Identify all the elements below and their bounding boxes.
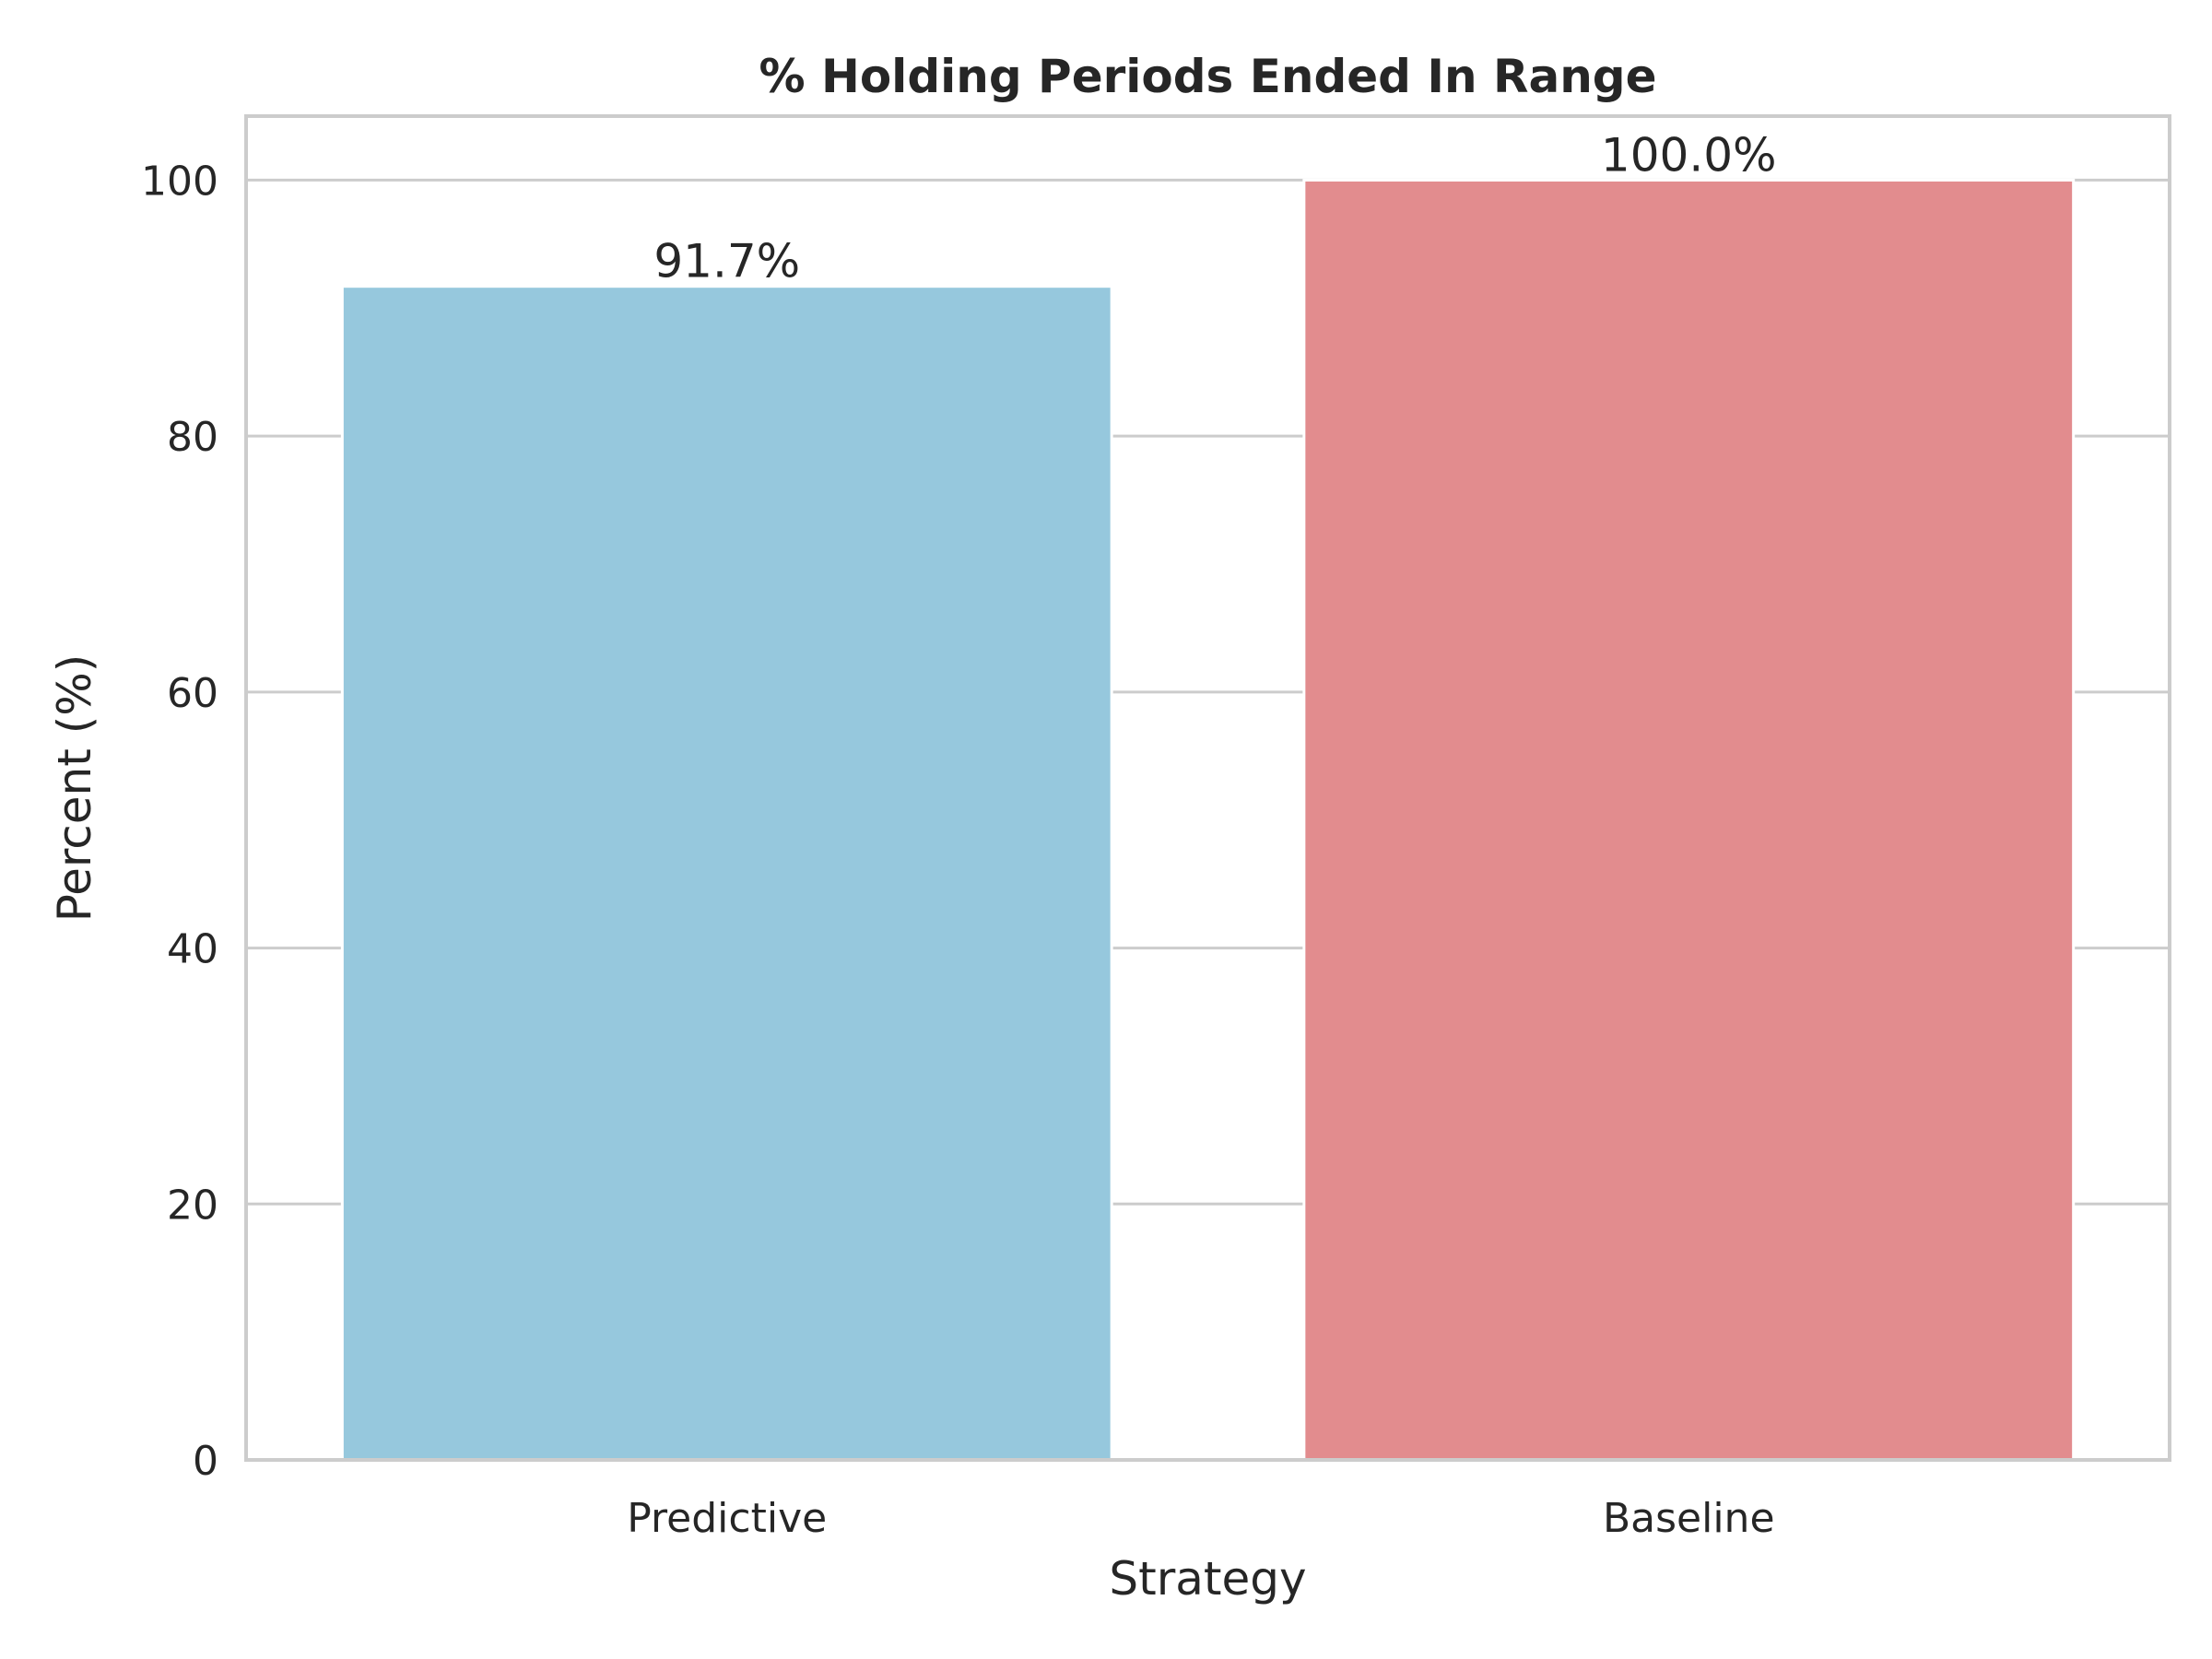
plot-frame [244, 114, 2171, 1462]
y-tick-label: 80 [167, 414, 218, 461]
y-tick-label: 0 [193, 1438, 218, 1485]
y-tick-labels: 0 20 40 60 80 100 [141, 158, 218, 1485]
bar-predictive [340, 285, 1113, 1462]
y-axis-label: Percent (%) [48, 654, 101, 923]
x-tick-label: Predictive [627, 1495, 827, 1542]
y-tick-label: 60 [167, 670, 218, 717]
bars [340, 178, 2076, 1462]
bar-value-label: 100.0% [1601, 128, 1777, 182]
y-tick-label: 40 [167, 926, 218, 973]
chart-title: % Holding Periods Ended In Range [759, 50, 1656, 103]
bar-value-labels: 91.7% 100.0% [653, 128, 1776, 288]
x-tick-label: Baseline [1603, 1495, 1775, 1542]
bar-value-label: 91.7% [653, 235, 800, 288]
x-axis-label: Strategy [1109, 1552, 1306, 1606]
bar-baseline [1302, 178, 2076, 1462]
x-tick-labels: Predictive Baseline [627, 1495, 1774, 1542]
y-tick-label: 100 [141, 158, 218, 205]
y-tick-label: 20 [167, 1182, 218, 1229]
